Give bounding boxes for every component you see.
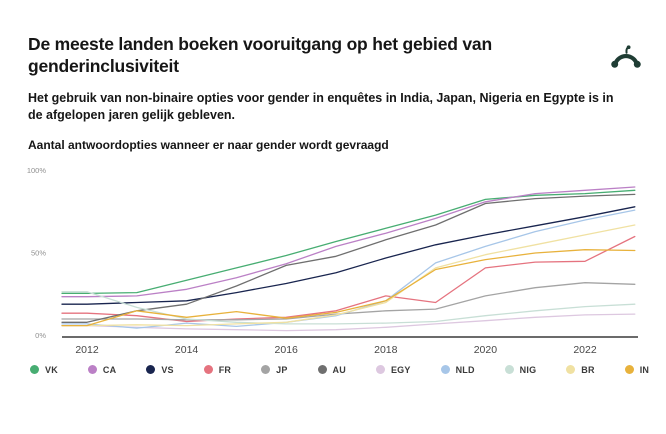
legend-dot-icon [317,365,327,375]
x-tick-label: 2012 [75,344,99,356]
legend-dot-icon [375,365,385,375]
page-subtitle: Het gebruik van non-binaire opties voor … [28,91,614,122]
legend-dot-icon [203,365,213,375]
series-line-au [61,193,636,323]
y-tick-label: 0% [35,331,46,340]
surveymonkey-logo [610,44,642,71]
legend-label: VS [161,364,174,375]
x-tick-label: 2018 [374,344,398,356]
legend-label: BR [581,364,595,375]
series-line-ca [61,186,636,298]
legend-item-in: IN [624,364,650,375]
x-tick-label: 2016 [275,344,299,356]
legend-label: JP [276,364,288,375]
legend-dot-icon [146,365,156,375]
y-tick-label: 50% [31,248,46,257]
monkey-icon [611,45,641,68]
y-tick-label: 100% [27,166,47,175]
legend-label: NLD [455,364,475,375]
legend-dot-icon [87,365,97,375]
legend-item-vk: VK [30,365,58,375]
legend-dot-icon [504,365,514,375]
legend-label: VK [45,364,58,375]
chart-title: Aantal antwoordopties wanneer er naar ge… [28,137,389,152]
legend-item-nig: NIG [504,364,537,375]
series-line-br [61,224,636,327]
x-tick-label: 2022 [573,344,597,356]
line-chart: 100% 50% 0% 2012 2014 2016 2018 2020 2022 [27,166,638,356]
legend-item-nld: NLD [440,364,475,375]
legend-dot-icon [440,365,450,375]
legend-item-br: BR [566,365,594,375]
legend-dot-icon [566,365,576,375]
page-title: De meeste landen boeken vooruitgang op h… [28,34,492,76]
legend-dot-icon [624,365,634,375]
series-line-vs [61,206,636,305]
legend-label: EGY [390,364,411,375]
legend-item-au: AU [317,364,346,375]
series-line-egy [61,313,636,332]
legend-item-vs: VS [146,364,174,375]
legend-label: IN [639,364,650,375]
chart-legend: VK CA VS FR JP AU EGY NLD NIG BR IN [30,365,666,375]
series-line-jp [61,281,636,321]
legend-dot-icon [261,365,271,375]
legend-item-ca: CA [87,364,117,375]
series-line-nig [61,291,636,325]
legend-item-egy: EGY [375,364,411,375]
legend-item-fr: FR [203,364,232,375]
legend-label: FR [218,364,232,375]
legend-label: AU [332,364,346,375]
legend-item-jp: JP [261,365,287,375]
legend-dot-icon [30,365,39,375]
series-line-vk [61,189,636,294]
series-line-in [61,248,636,327]
x-tick-label: 2020 [474,344,498,356]
series-line-fr [61,235,636,323]
x-tick-label: 2014 [175,344,199,356]
series-line-nld [61,209,636,329]
legend-label: CA [102,364,117,375]
legend-label: NIG [519,364,537,375]
